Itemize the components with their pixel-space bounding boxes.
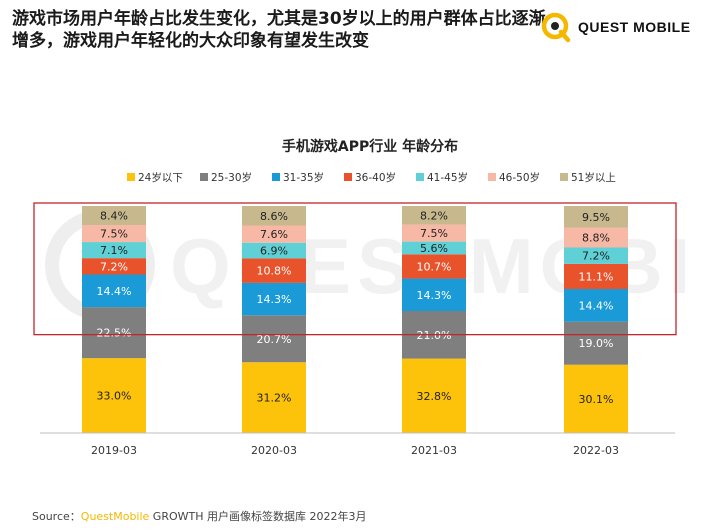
- bar-segment-41-45: [82, 242, 146, 259]
- bar-segment-24: [402, 358, 466, 433]
- source-rest: GROWTH 用户画像标签数据库 2022年3月: [149, 510, 367, 523]
- legend-label: 36-40岁: [355, 171, 396, 184]
- source-brand: QuestMobile: [80, 510, 150, 523]
- bar-segment-46-50: [242, 225, 306, 243]
- data-label: 22.5%: [97, 327, 132, 340]
- data-label: 30.1%: [579, 393, 614, 406]
- brand-logo-block: QUEST MOBILE: [540, 10, 691, 44]
- legend-item-2: 31-35岁: [272, 171, 324, 184]
- bar-segment-24: [564, 364, 628, 433]
- data-label: 20.7%: [257, 333, 292, 346]
- data-label: 32.8%: [417, 390, 452, 403]
- bar-segment-41-45: [242, 242, 306, 259]
- source-note: Source：QuestMobile GROWTH 用户画像标签数据库 2022…: [32, 508, 367, 524]
- data-label: 5.6%: [420, 242, 448, 255]
- data-label: 11.1%: [579, 270, 614, 283]
- data-label: 7.2%: [100, 260, 128, 273]
- bar-segment-51: [564, 206, 628, 228]
- data-label: 21.0%: [417, 329, 452, 342]
- data-label: 7.5%: [420, 227, 448, 240]
- bar-segment-36-40: [564, 263, 628, 289]
- x-tick-label: 2022-03: [573, 444, 619, 457]
- legend-label: 41-45岁: [427, 171, 468, 184]
- legend-item-6: 51岁以上: [560, 171, 616, 184]
- data-label: 7.5%: [100, 228, 128, 241]
- bar-segment-46-50: [82, 225, 146, 243]
- data-label: 7.6%: [260, 228, 288, 241]
- data-label: 14.4%: [97, 285, 132, 298]
- legend-item-0: 24岁以下: [127, 171, 183, 184]
- quest-mobile-logo-icon: [541, 12, 571, 43]
- data-label: 14.4%: [579, 299, 614, 312]
- bar-segment-24: [82, 358, 146, 433]
- legend-swatch: [560, 173, 568, 181]
- bar-segment-36-40: [402, 254, 466, 279]
- data-label: 10.8%: [257, 265, 292, 278]
- legend-label: 31-35岁: [283, 171, 324, 184]
- data-label: 8.2%: [420, 209, 448, 222]
- bar-segment-41-45: [564, 247, 628, 264]
- legend-item-5: 46-50岁: [488, 171, 540, 184]
- x-tick-label: 2019-03: [91, 444, 137, 457]
- data-label: 6.9%: [260, 245, 288, 258]
- chart-bars: 33.0% 22.5% 14.4% 7.2% 7.1% 7.5% 8.4% 31.2% 20.7…: [82, 206, 628, 433]
- chart-legend: 24岁以下 25-30岁 31-35岁 36-40岁 41-45岁 46-50岁 51岁以上: [127, 171, 616, 184]
- data-label: 8.6%: [260, 210, 288, 223]
- brand-name: QUEST MOBILE: [578, 19, 691, 35]
- bar-2019-03: 33.0% 22.5% 14.4% 7.2% 7.1% 7.5% 8.4%: [82, 206, 146, 433]
- data-label: 33.0%: [97, 390, 132, 403]
- bar-segment-41-45: [402, 241, 466, 255]
- legend-item-3: 36-40岁: [344, 171, 396, 184]
- data-label: 9.5%: [582, 211, 610, 224]
- x-tick-label: 2020-03: [251, 444, 297, 457]
- bar-segment-25-30: [564, 321, 628, 365]
- bar-segment-24: [242, 362, 306, 433]
- bar-segment-25-30: [242, 315, 306, 363]
- highlight-box: [33, 202, 677, 336]
- bar-segment-31-35: [402, 278, 466, 311]
- bar-segment-31-35: [564, 288, 628, 322]
- data-label: 14.3%: [257, 293, 292, 306]
- legend-swatch: [200, 173, 208, 181]
- bar-segment-51: [242, 206, 306, 226]
- x-tick-label: 2021-03: [411, 444, 457, 457]
- bar-segment-31-35: [242, 282, 306, 316]
- data-label: 10.7%: [417, 260, 452, 273]
- bar-2022-03: 30.1% 19.0% 14.4% 11.1% 7.2% 8.8% 9.5%: [564, 206, 628, 433]
- legend-swatch: [272, 173, 280, 181]
- bar-segment-46-50: [402, 224, 466, 242]
- data-label: 8.8%: [582, 232, 610, 245]
- data-label: 7.2%: [582, 250, 610, 263]
- legend-label: 25-30岁: [211, 171, 252, 184]
- bar-segment-36-40: [82, 258, 146, 275]
- legend-label: 46-50岁: [499, 171, 540, 184]
- legend-label: 24岁以下: [138, 171, 183, 184]
- bar-2021-03: 32.8% 21.0% 14.3% 10.7% 5.6% 7.5% 8.2%: [402, 206, 466, 433]
- chart-title: 手机游戏APP行业 年龄分布: [282, 138, 458, 155]
- page-headline: 游戏市场用户年龄占比发生变化，尤其是30岁以上的用户群体占比逐渐增多，游戏用户年…: [12, 9, 546, 51]
- bar-segment-51: [402, 206, 466, 225]
- bar-segment-31-35: [82, 274, 146, 308]
- bar-segment-36-40: [242, 258, 306, 283]
- legend-swatch: [416, 173, 424, 181]
- data-label: 14.3%: [417, 289, 452, 302]
- legend-label: 51岁以上: [571, 171, 616, 184]
- data-label: 31.2%: [257, 392, 292, 405]
- bar-segment-46-50: [564, 227, 628, 248]
- legend-item-1: 25-30岁: [200, 171, 252, 184]
- bar-segment-25-30: [82, 307, 146, 359]
- legend-item-4: 41-45岁: [416, 171, 468, 184]
- bar-2020-03: 31.2% 20.7% 14.3% 10.8% 6.9% 7.6% 8.6%: [242, 206, 306, 433]
- data-label: 19.0%: [579, 337, 614, 350]
- legend-swatch: [344, 173, 352, 181]
- source-prefix: Source：: [32, 510, 81, 523]
- x-axis-ticks: 2019-03 2020-03 2021-03 2022-03: [91, 444, 619, 457]
- data-label: 7.1%: [100, 244, 128, 257]
- data-label: 8.4%: [100, 210, 128, 223]
- legend-swatch: [488, 173, 496, 181]
- legend-swatch: [127, 173, 135, 181]
- bar-segment-51: [82, 206, 146, 226]
